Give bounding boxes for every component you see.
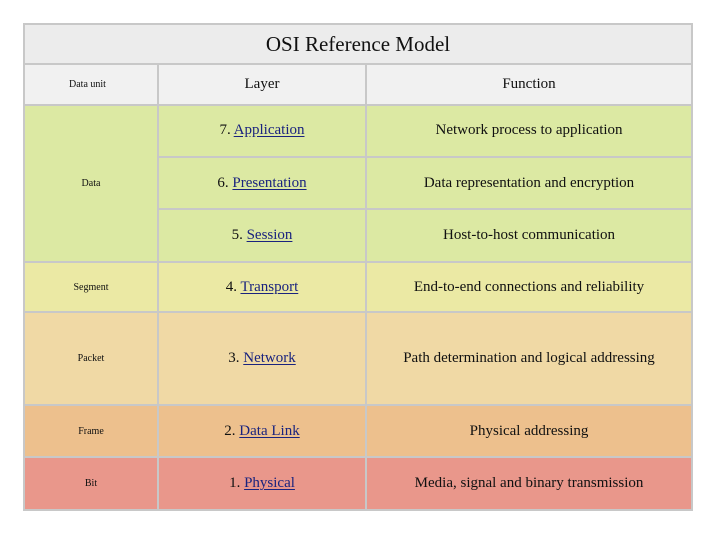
function-cell: Media, signal and binary transmission [367, 458, 692, 509]
table-row: 5. Session Host-to-host communication [25, 210, 692, 261]
layer-link-transport[interactable]: Transport [240, 278, 299, 295]
header-data-unit: Data unit [25, 65, 157, 104]
unit-cell-segment: Segment [25, 262, 157, 312]
layer-cell: 1. Physical [159, 458, 365, 509]
layer-number: 1. [229, 475, 241, 492]
layer-number: 4. [225, 278, 237, 295]
function-cell: Host-to-host communication [367, 210, 692, 261]
layer-cell: 6. Presentation [159, 158, 365, 209]
layer-cell: 7. Application [159, 105, 365, 157]
header-layer: Layer [159, 65, 365, 104]
table-row: Frame 2. Data Link Physical addressing [25, 406, 692, 457]
header-function: Function [367, 65, 692, 104]
layer-cell: 4. Transport [159, 262, 365, 312]
layer-link-data-link[interactable]: Data Link [239, 422, 300, 439]
layer-cell: 3. Network [159, 313, 365, 405]
layer-number: 5. [231, 227, 243, 244]
layer-link-network[interactable]: Network [243, 350, 296, 367]
table-row: Packet 3. Network Path determination and… [25, 313, 692, 405]
table-row: 6. Presentation Data representation and … [25, 158, 692, 209]
osi-table: OSI Reference Model Data unit Layer Func… [23, 23, 694, 511]
layer-link-physical[interactable]: Physical [244, 475, 295, 492]
layer-cell: 5. Session [159, 210, 365, 261]
function-cell: Path determination and logical addressin… [367, 313, 692, 405]
layer-number: 6. [217, 174, 229, 191]
function-cell: Data representation and encryption [367, 158, 692, 209]
layer-link-session[interactable]: Session [246, 227, 293, 244]
table-row: Data 7. Application Network process to a… [25, 105, 692, 261]
unit-cell-bit: Bit [25, 458, 157, 509]
table-row: Segment 4. Transport End-to-end connecti… [25, 262, 692, 312]
layer-link-presentation[interactable]: Presentation [232, 174, 307, 191]
layer-number: 3. [228, 350, 240, 367]
table-title: OSI Reference Model [25, 25, 692, 64]
function-cell: End-to-end connections and reliability [367, 262, 692, 312]
unit-cell-data: Data [25, 105, 157, 261]
layer-cell: 2. Data Link [159, 406, 365, 457]
layer-link-application[interactable]: Application [233, 122, 305, 139]
unit-cell-packet: Packet [25, 313, 157, 405]
unit-cell-frame: Frame [25, 406, 157, 457]
function-cell: Network process to application [367, 105, 692, 157]
layer-number: 2. [224, 422, 236, 439]
layer-number: 7. [219, 122, 231, 139]
function-cell: Physical addressing [367, 406, 692, 457]
table-row: Bit 1. Physical Media, signal and binary… [25, 458, 692, 509]
